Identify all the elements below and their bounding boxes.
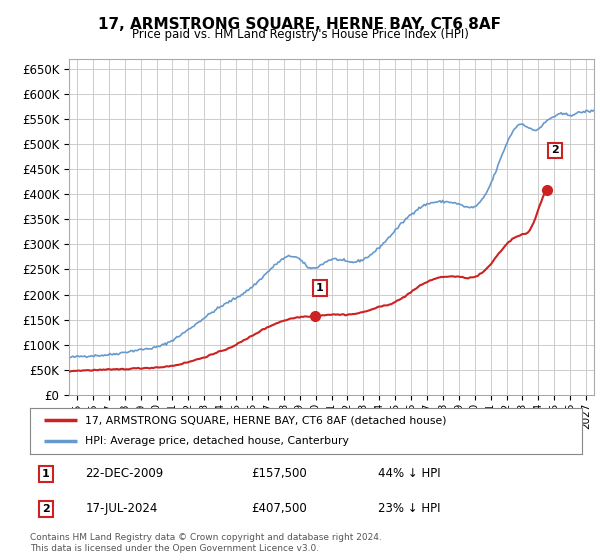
Text: 1: 1 — [42, 469, 50, 479]
Text: 2: 2 — [551, 146, 559, 155]
Text: 1: 1 — [316, 283, 324, 293]
Text: 23% ↓ HPI: 23% ↓ HPI — [378, 502, 440, 515]
Text: £407,500: £407,500 — [251, 502, 307, 515]
Text: 2: 2 — [42, 504, 50, 514]
Text: 44% ↓ HPI: 44% ↓ HPI — [378, 468, 440, 480]
Text: 17, ARMSTRONG SQUARE, HERNE BAY, CT6 8AF (detached house): 17, ARMSTRONG SQUARE, HERNE BAY, CT6 8AF… — [85, 415, 446, 425]
Text: £157,500: £157,500 — [251, 468, 307, 480]
Text: HPI: Average price, detached house, Canterbury: HPI: Average price, detached house, Cant… — [85, 436, 349, 446]
Text: Contains HM Land Registry data © Crown copyright and database right 2024.
This d: Contains HM Land Registry data © Crown c… — [30, 533, 382, 553]
Text: 17-JUL-2024: 17-JUL-2024 — [85, 502, 158, 515]
Text: Price paid vs. HM Land Registry's House Price Index (HPI): Price paid vs. HM Land Registry's House … — [131, 28, 469, 41]
Text: 22-DEC-2009: 22-DEC-2009 — [85, 468, 163, 480]
Text: 17, ARMSTRONG SQUARE, HERNE BAY, CT6 8AF: 17, ARMSTRONG SQUARE, HERNE BAY, CT6 8AF — [98, 17, 502, 32]
